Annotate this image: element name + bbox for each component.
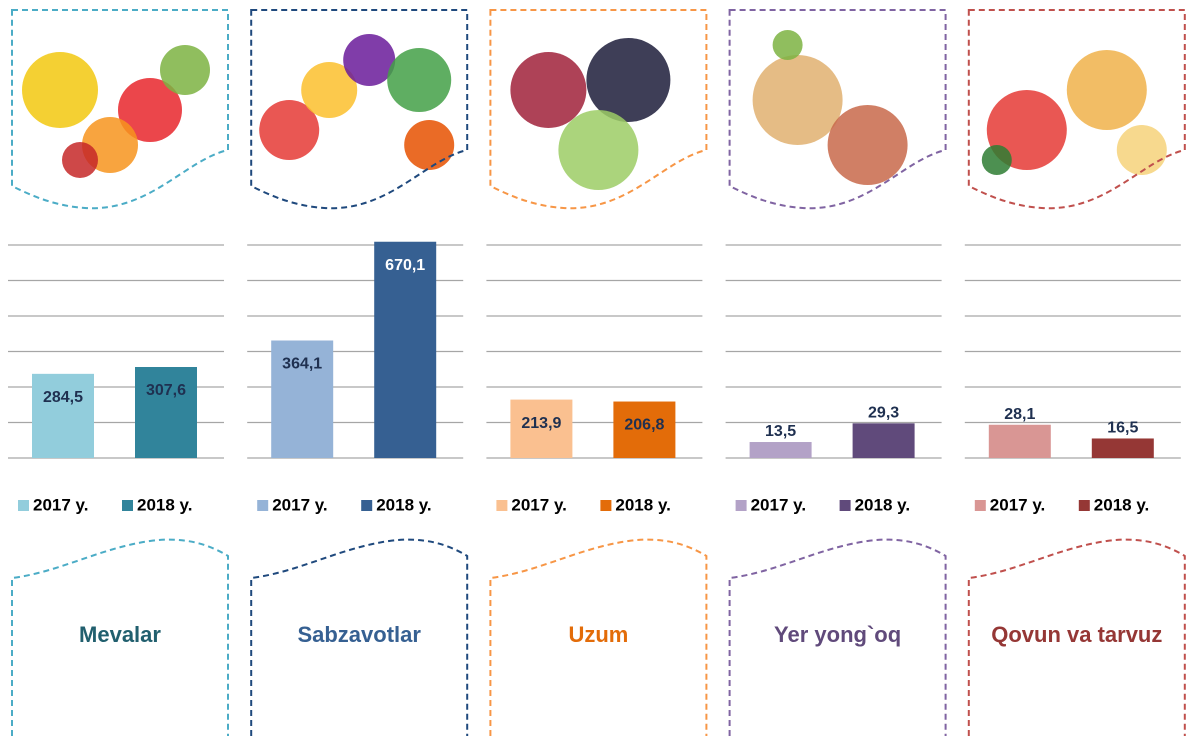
value-label: 670,1 xyxy=(385,257,425,274)
category-title: Sabzavotlar xyxy=(297,622,421,647)
picture-shape xyxy=(1066,50,1147,130)
legend-label: 2017 y. xyxy=(990,495,1045,514)
bar xyxy=(374,241,437,458)
picture-shape xyxy=(160,45,210,95)
picture-shape xyxy=(558,110,639,190)
picture-shape xyxy=(827,105,908,185)
legend-swatch xyxy=(122,500,133,511)
picture-shape xyxy=(586,38,671,122)
picture-shape xyxy=(301,62,358,118)
panel: 284,5 2017 y. 307,6 2018 y. xyxy=(8,9,229,736)
bar xyxy=(32,373,94,458)
label-frame xyxy=(250,538,469,736)
picture-frame xyxy=(11,9,229,210)
bar xyxy=(1091,438,1154,458)
picture-frame xyxy=(250,9,469,210)
legend-label: 2018 y. xyxy=(1094,495,1149,514)
legend-swatch xyxy=(839,500,851,511)
picture-shape xyxy=(981,145,1012,175)
value-label: 16,5 xyxy=(1107,420,1138,437)
picture-shape xyxy=(343,34,396,86)
value-label: 307,6 xyxy=(146,382,186,399)
picture-frame xyxy=(967,9,1186,210)
value-label: 28,1 xyxy=(1004,406,1035,423)
legend-label: 2017 y. xyxy=(272,495,327,514)
legend-label: 2018 y. xyxy=(615,495,670,514)
legend-swatch xyxy=(18,500,29,511)
picture-frame xyxy=(489,9,708,210)
bar xyxy=(135,367,197,458)
legend-label: 2017 y. xyxy=(511,495,566,514)
value-label: 29,3 xyxy=(868,405,899,422)
panel: 13,5 2017 y. 29,3 2018 y. xyxy=(725,9,947,736)
category-title: Uzum xyxy=(568,622,629,647)
picture-shape xyxy=(1116,125,1167,175)
panel: 213,9 2017 y. 206,8 2018 y. xyxy=(486,9,708,736)
picture-shape xyxy=(62,142,98,178)
picture-shape xyxy=(752,55,843,145)
label-frame xyxy=(11,538,229,736)
legend-swatch xyxy=(735,500,747,511)
value-label: 13,5 xyxy=(765,423,796,440)
label-frame xyxy=(728,538,947,736)
legend-swatch xyxy=(600,500,612,511)
legend-swatch xyxy=(1078,500,1090,511)
picture-shape xyxy=(22,52,98,128)
legend-label: 2017 y. xyxy=(751,495,806,514)
picture-shape xyxy=(404,120,455,170)
label-frame xyxy=(967,538,1186,736)
bar xyxy=(271,340,334,458)
legend-label: 2018 y. xyxy=(376,495,431,514)
category-title: Mevalar xyxy=(79,622,161,647)
value-label: 284,5 xyxy=(43,389,83,406)
legend-swatch xyxy=(974,500,986,511)
bar xyxy=(749,442,812,458)
picture-frame xyxy=(728,9,947,210)
panel: 28,1 2017 y. 16,5 2018 y. xyxy=(964,9,1186,736)
category-title: Yer yong`oq xyxy=(774,622,902,647)
legend-label: 2018 y. xyxy=(855,495,910,514)
picture-shape xyxy=(510,52,587,128)
picture-shape xyxy=(259,100,320,160)
bar xyxy=(510,399,573,458)
legend-label: 2018 y. xyxy=(137,495,192,514)
bar xyxy=(613,401,676,458)
panel: 364,1 2017 y. 670,1 2018 y. xyxy=(247,9,469,736)
picture-shape xyxy=(118,78,182,142)
value-label: 206,8 xyxy=(624,417,664,434)
legend-swatch xyxy=(257,500,269,511)
picture-shape xyxy=(772,30,803,60)
legend-swatch xyxy=(361,500,373,511)
legend-label: 2017 y. xyxy=(33,495,88,514)
value-label: 213,9 xyxy=(521,415,561,432)
picture-shape xyxy=(387,48,452,112)
value-label: 364,1 xyxy=(282,356,322,373)
bar xyxy=(852,423,915,458)
legend-swatch xyxy=(496,500,508,511)
category-title: Qovun va tarvuz xyxy=(991,622,1163,647)
label-frame xyxy=(489,538,708,736)
bar xyxy=(988,424,1051,458)
